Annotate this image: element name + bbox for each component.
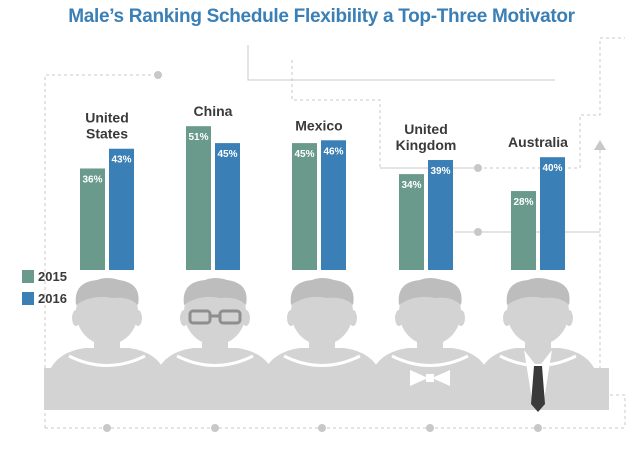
ear (242, 310, 250, 326)
collar-line (499, 354, 577, 367)
ear (349, 310, 357, 326)
collar-line (391, 354, 469, 367)
legend-swatch-2016 (22, 291, 34, 305)
category-label: Mexico (295, 117, 342, 133)
ear (395, 310, 403, 326)
connector-dot (103, 424, 111, 432)
connector-dot (318, 424, 326, 432)
man-glasses-icon (153, 278, 277, 410)
legend-swatch-2015 (22, 269, 34, 283)
data-label-2016: 40% (542, 163, 562, 174)
ear (287, 310, 295, 326)
category-label: Kingdom (396, 137, 457, 153)
connector-dot (154, 71, 162, 79)
connector-line-left (44, 74, 155, 428)
bowtie-wing (410, 370, 428, 386)
hair (183, 278, 247, 305)
bar-2016 (540, 157, 565, 270)
chart-title: Male’s Ranking Schedule Flexibility a To… (68, 6, 575, 27)
legend: 2015 2016 (22, 266, 67, 310)
ear (180, 310, 188, 326)
legend-item-2015: 2015 (22, 266, 67, 286)
connector-line-mid (291, 37, 625, 169)
ear (457, 310, 465, 326)
bar-2015 (80, 168, 105, 270)
torso (153, 348, 277, 410)
category-label: United (404, 121, 448, 137)
data-label-2015: 28% (513, 197, 533, 208)
man-necktie-icon (476, 278, 600, 412)
collar-line (176, 354, 254, 367)
bowtie-knot (426, 374, 434, 382)
hair (398, 278, 462, 305)
category-label: Australia (508, 134, 568, 150)
category-label: States (86, 126, 128, 142)
legend-label-2015: 2015 (38, 268, 67, 284)
legend-label-2016: 2016 (38, 290, 67, 306)
bar-2016 (215, 143, 240, 270)
hair (75, 278, 139, 305)
ear (134, 310, 142, 326)
bowtie-wing (432, 370, 450, 386)
bar-2016 (428, 160, 453, 270)
data-label-2015: 45% (294, 149, 314, 160)
category-label: United (85, 110, 129, 126)
bar-2015 (511, 191, 536, 270)
necktie (531, 366, 545, 412)
bar-2015 (186, 126, 211, 271)
connector-dot (211, 424, 219, 432)
data-label-2015: 34% (401, 180, 421, 191)
bar-2015 (292, 143, 317, 270)
bar-2016 (321, 140, 346, 270)
hair (290, 278, 354, 305)
data-label-2016: 43% (111, 155, 131, 166)
hair (506, 278, 570, 305)
bar-group (80, 126, 565, 271)
connector-dot (426, 424, 434, 432)
ear (565, 310, 573, 326)
ear (503, 310, 511, 326)
data-label-2016: 45% (217, 149, 237, 160)
legend-item-2016: 2016 (22, 288, 67, 308)
torso (260, 348, 384, 410)
data-label-2016: 46% (323, 146, 343, 157)
bar-2016 (109, 148, 134, 270)
collar-line (283, 354, 361, 367)
data-label-2016: 39% (430, 166, 450, 177)
man-bowtie-icon (368, 278, 492, 410)
category-label: China (194, 103, 233, 119)
ear (72, 310, 80, 326)
connector-dot (534, 424, 542, 432)
collar-line (68, 354, 146, 367)
data-label-2015: 51% (188, 132, 208, 143)
connector-dot (474, 164, 482, 172)
man-short-hair-icon (45, 278, 169, 410)
bar-2015 (399, 174, 424, 270)
torso (45, 348, 169, 410)
people-illustrations (44, 278, 609, 412)
data-label-2015: 36% (82, 174, 102, 185)
connector-dot (474, 228, 482, 236)
connector-line-top (247, 45, 555, 81)
man-spiky-hair-icon (260, 278, 384, 410)
arrow-up-icon (594, 140, 606, 150)
